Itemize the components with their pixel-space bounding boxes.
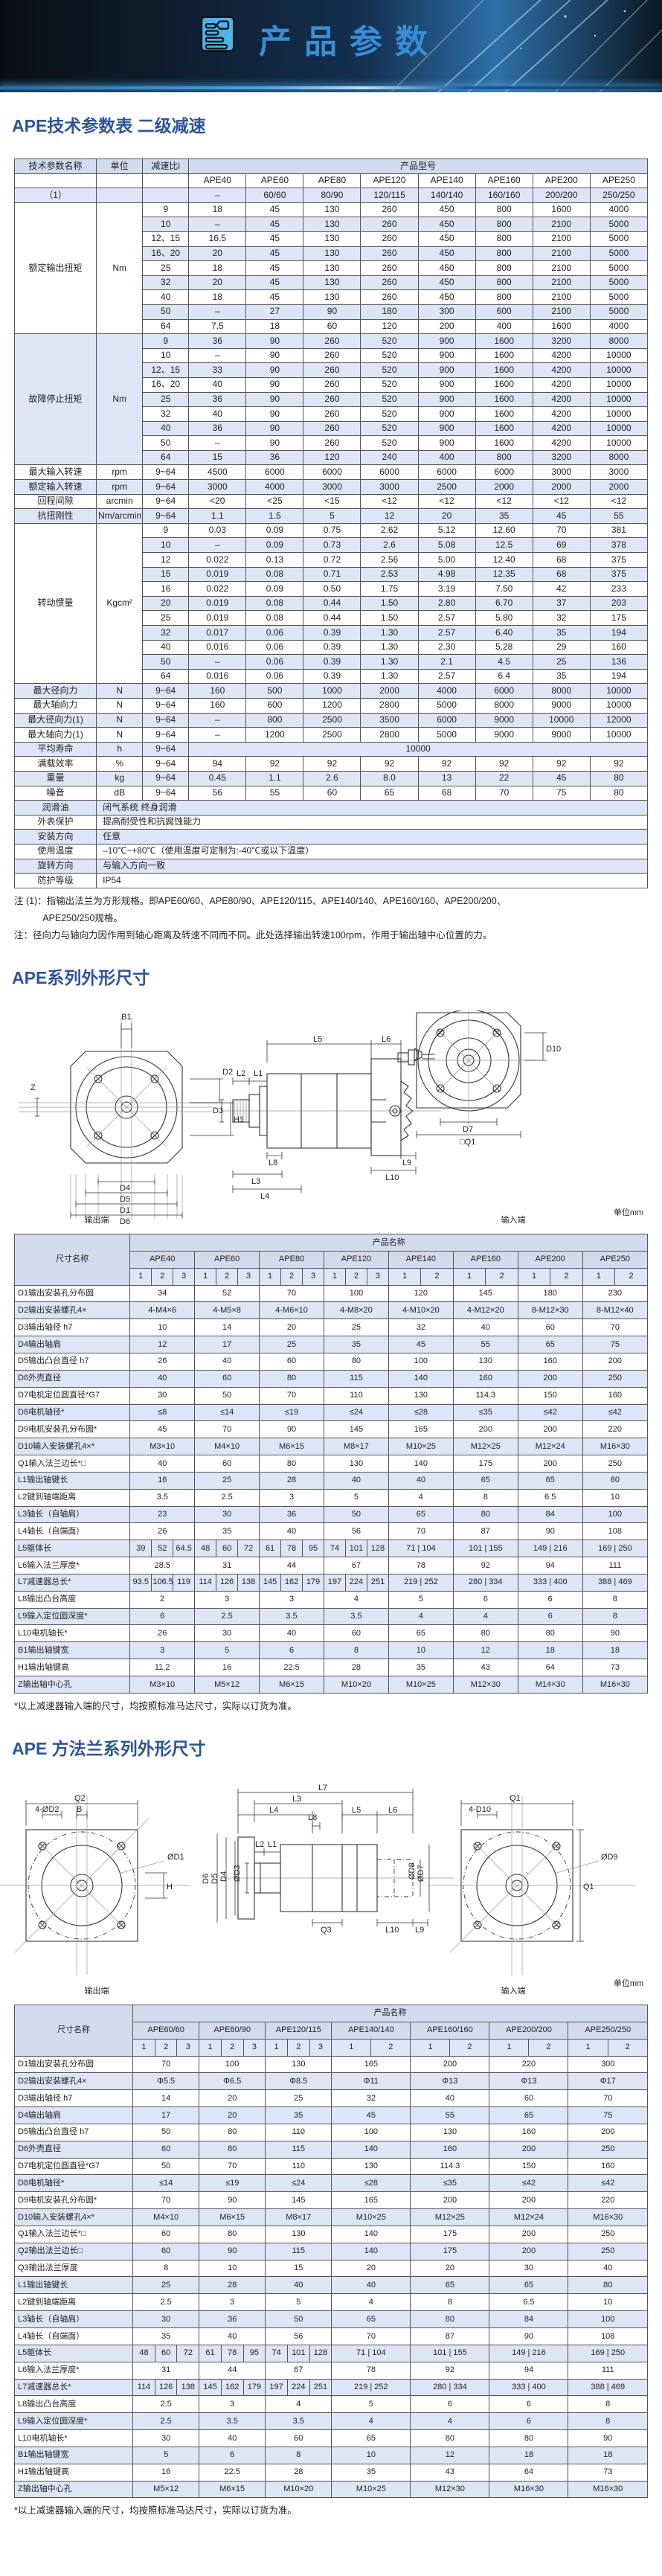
svg-text:Q1: Q1 <box>510 1794 521 1803</box>
svg-text:L2: L2 <box>255 1840 264 1849</box>
svg-text:□Q1: □Q1 <box>460 1138 475 1147</box>
svg-text:L5: L5 <box>352 1806 361 1815</box>
svg-text:L5: L5 <box>313 1035 322 1044</box>
svg-text:D3: D3 <box>213 1106 223 1115</box>
svg-text:L4: L4 <box>260 1192 269 1201</box>
svg-text:L10: L10 <box>385 1173 399 1182</box>
svg-text:L1: L1 <box>268 1840 277 1849</box>
svg-text:L8: L8 <box>308 1813 317 1822</box>
svg-text:D10: D10 <box>546 1045 561 1054</box>
svg-text:D6: D6 <box>202 1874 211 1884</box>
svg-text:ØD7: ØD7 <box>417 1865 425 1882</box>
svg-text:L2: L2 <box>237 1069 245 1078</box>
svg-text:L3: L3 <box>292 1795 301 1804</box>
svg-text:H: H <box>167 1883 173 1891</box>
svg-text:4-D10: 4-D10 <box>469 1805 491 1814</box>
svg-text:L6: L6 <box>382 1035 391 1044</box>
svg-text:输出端: 输出端 <box>85 1985 109 1996</box>
svg-text:L6: L6 <box>388 1806 397 1815</box>
svg-text:输入端: 输入端 <box>501 1214 526 1225</box>
svg-text:L3: L3 <box>251 1177 260 1186</box>
svg-text:D1: D1 <box>120 1206 130 1215</box>
svg-text:4-ØD2: 4-ØD2 <box>35 1805 59 1814</box>
svg-text:B1: B1 <box>121 1013 131 1022</box>
svg-text:L8: L8 <box>269 1159 277 1167</box>
svg-text:D4: D4 <box>219 1871 228 1882</box>
svg-text:D4: D4 <box>120 1184 130 1193</box>
svg-text:ØD3: ØD3 <box>233 1865 242 1882</box>
svg-text:D5: D5 <box>211 1874 219 1884</box>
svg-text:单位mm: 单位mm <box>614 1978 643 1988</box>
svg-text:L9: L9 <box>402 1159 411 1167</box>
svg-text:Q1: Q1 <box>583 1883 594 1891</box>
svg-text:输入端: 输入端 <box>501 1985 526 1996</box>
svg-text:Z: Z <box>30 1083 36 1092</box>
svg-text:Q2: Q2 <box>74 1794 86 1803</box>
svg-text:D5: D5 <box>120 1195 130 1204</box>
svg-text:D7: D7 <box>463 1125 473 1134</box>
svg-text:ØD1: ØD1 <box>167 1853 184 1862</box>
svg-text:ØD8: ØD8 <box>408 1862 417 1880</box>
svg-text:L10: L10 <box>385 1926 399 1935</box>
svg-text:ØD9: ØD9 <box>601 1853 618 1862</box>
svg-text:B: B <box>77 1805 82 1814</box>
svg-text:单位mm: 单位mm <box>614 1207 643 1217</box>
svg-text:D2: D2 <box>222 1068 233 1077</box>
svg-text:L9: L9 <box>415 1926 424 1935</box>
svg-text:L4: L4 <box>269 1806 278 1815</box>
svg-text:L1: L1 <box>254 1069 263 1078</box>
svg-text:D6: D6 <box>120 1217 130 1226</box>
svg-text:Q3: Q3 <box>321 1926 332 1935</box>
svg-text:H1: H1 <box>234 1115 244 1124</box>
svg-text:L7: L7 <box>318 1784 327 1792</box>
svg-text:输出端: 输出端 <box>85 1214 109 1225</box>
